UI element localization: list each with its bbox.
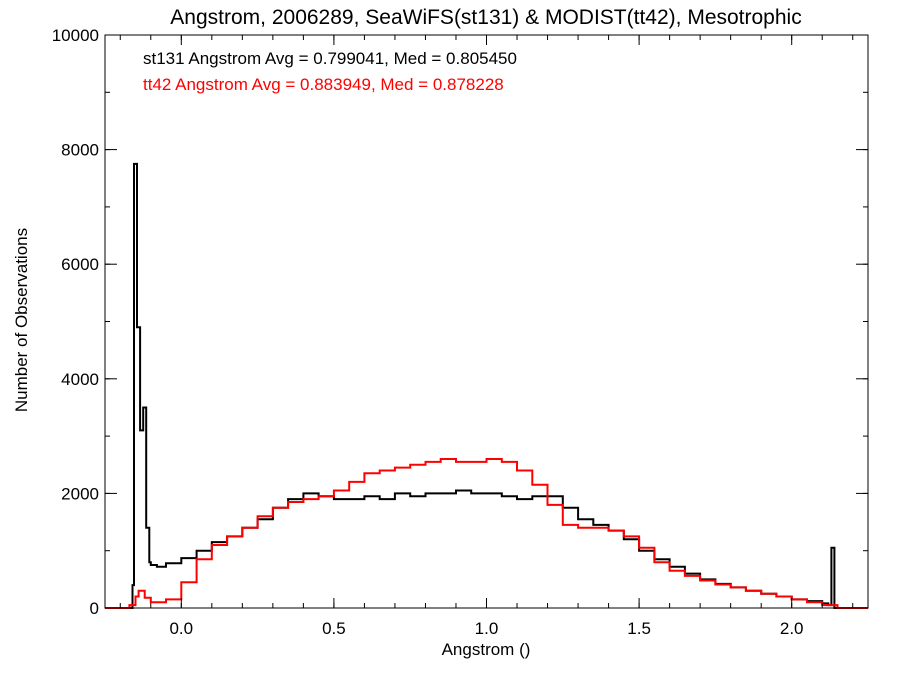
x-tick-label: 1.5 xyxy=(627,619,651,638)
x-tick-label: 0.5 xyxy=(322,619,346,638)
annotations: st131 Angstrom Avg = 0.799041, Med = 0.8… xyxy=(143,49,517,94)
y-tick-label: 4000 xyxy=(61,370,99,389)
x-tick-label: 2.0 xyxy=(780,619,804,638)
stats-annotation-0: st131 Angstrom Avg = 0.799041, Med = 0.8… xyxy=(143,49,517,68)
series-group xyxy=(105,162,868,609)
y-axis-label: Number of Observations xyxy=(12,228,31,412)
axes: 0.0 0.5 1.0 1.5 2.0 0 2000 4000 6000 8000 10000 xyxy=(52,26,869,638)
stats-annotation-1: tt42 Angstrom Avg = 0.883949, Med = 0.87… xyxy=(143,75,504,94)
x-tick-label: 0.0 xyxy=(169,619,193,638)
series-line-1 xyxy=(105,458,868,609)
y-tick-label: 10000 xyxy=(52,26,99,45)
series-line-0 xyxy=(105,162,868,609)
x-tick-label: 1.0 xyxy=(475,619,499,638)
y-tick-label: 0 xyxy=(90,599,99,618)
chart-title: Angstrom, 2006289, SeaWiFS(st131) & MODI… xyxy=(170,6,801,29)
plot-frame xyxy=(104,34,869,609)
x-axis-label: Angstrom () xyxy=(442,640,531,659)
y-tick-label: 2000 xyxy=(61,484,99,503)
y-tick-label: 6000 xyxy=(61,255,99,274)
y-tick-label: 8000 xyxy=(61,141,99,160)
